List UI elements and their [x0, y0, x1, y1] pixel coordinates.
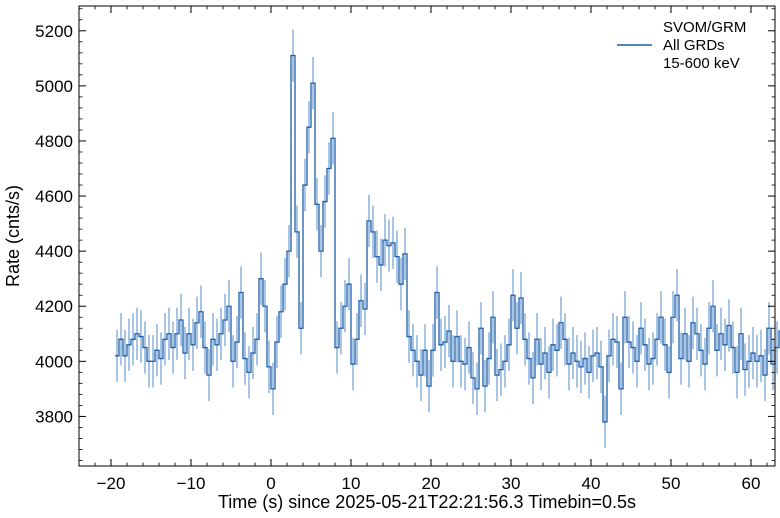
- plot-frame: [78, 5, 776, 467]
- y-tick-label: 4400: [35, 242, 73, 261]
- y-axis-ticks: 3800 4000 4200 4400 4600 4800 5000 5200: [35, 8, 775, 461]
- y-tick-label: 4600: [35, 187, 73, 206]
- y-tick-label: 5000: [35, 77, 73, 96]
- x-tick-label: 10: [342, 474, 361, 493]
- series-all-grds-step-line: [115, 54, 780, 423]
- x-tick-label: 20: [422, 474, 441, 493]
- x-tick-label: 40: [582, 474, 601, 493]
- y-tick-label: 3800: [35, 407, 73, 426]
- x-tick-label: 30: [502, 474, 521, 493]
- y-tick-label: 5200: [35, 22, 73, 41]
- y-tick-label: 4000: [35, 352, 73, 371]
- x-axis-label: Time (s) since 2025-05-21T22:21:56.3 Tim…: [218, 492, 636, 512]
- x-tick-label: 60: [742, 474, 761, 493]
- legend: SVOM/GRM All GRDs 15-600 keV: [617, 19, 746, 72]
- y-axis-label: Rate (cnts/s): [3, 185, 23, 287]
- x-tick-label: −20: [97, 474, 126, 493]
- x-tick-label: 50: [662, 474, 681, 493]
- y-tick-label: 4200: [35, 297, 73, 316]
- x-tick-label: −10: [177, 474, 206, 493]
- y-tick-label: 4800: [35, 132, 73, 151]
- legend-line-2: All GRDs: [663, 37, 725, 54]
- legend-line-1: SVOM/GRM: [663, 19, 746, 36]
- legend-line-3: 15-600 keV: [663, 55, 740, 72]
- x-axis-ticks: −20 −10 0 10 20 30 40 50 60: [78, 6, 768, 493]
- errorbar-layer: [116, 29, 778, 449]
- x-tick-label: 0: [266, 474, 275, 493]
